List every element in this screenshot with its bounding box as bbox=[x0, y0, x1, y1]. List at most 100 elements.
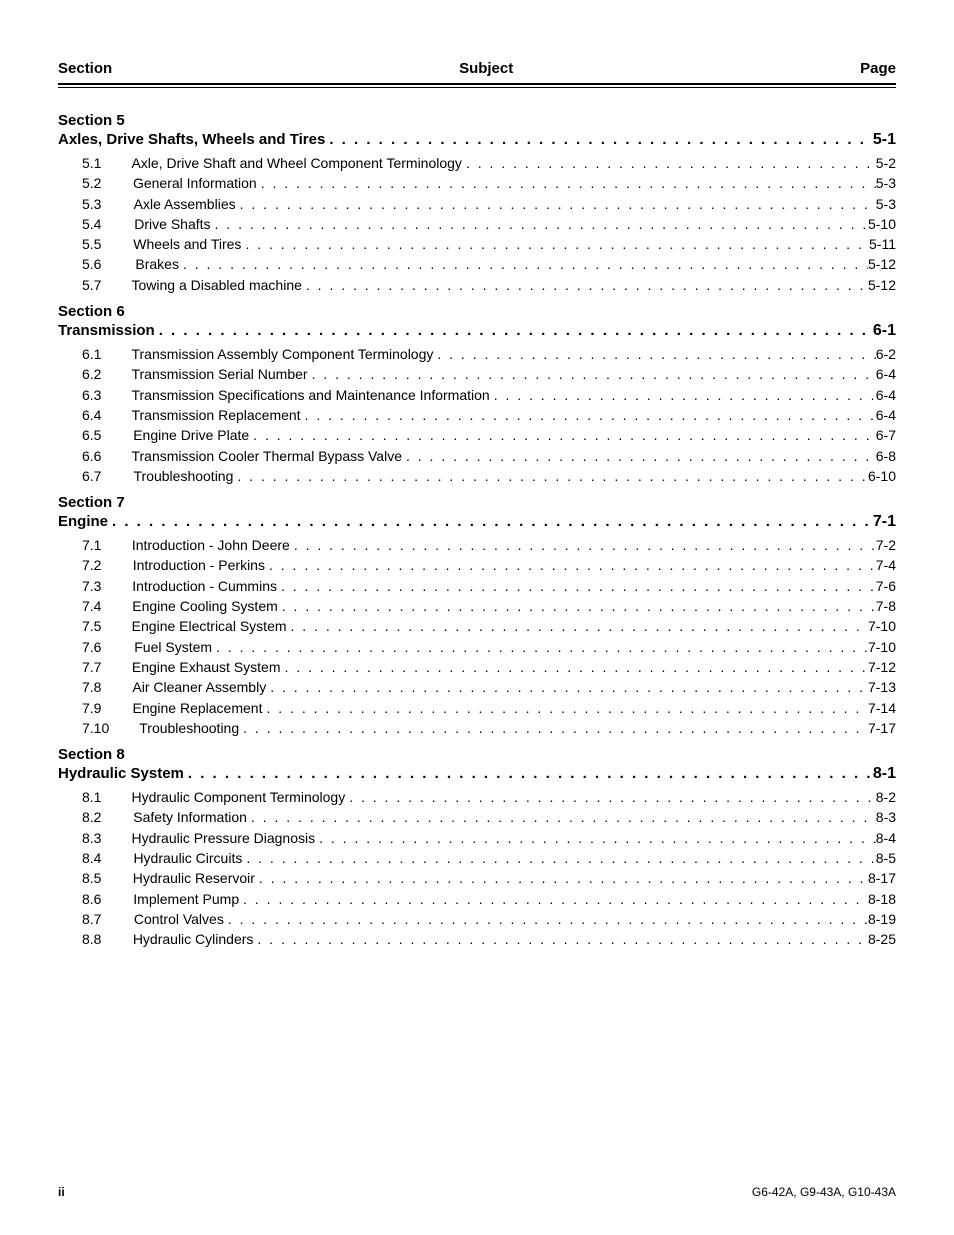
entry-number: 7.5 bbox=[58, 616, 102, 636]
leader-dots: . . . . . . . . . . . . . . . . . . . . … bbox=[287, 616, 868, 636]
entry-label: Engine Exhaust System bbox=[102, 657, 281, 677]
entry-number: 6.7 bbox=[58, 466, 104, 486]
entry-page: 7-14 bbox=[868, 698, 896, 718]
entry-label: Implement Pump bbox=[103, 889, 239, 909]
entry-page: 7-17 bbox=[868, 718, 896, 738]
entry-page: 6-8 bbox=[876, 446, 896, 466]
entry-number: 8.6 bbox=[58, 889, 103, 909]
entry-page: 8-3 bbox=[875, 807, 896, 827]
leader-dots: . . . . . . . . . . . . . . . . . . . . … bbox=[433, 344, 875, 364]
entry-number: 8.2 bbox=[58, 807, 103, 827]
entry-page: 8-25 bbox=[868, 929, 896, 949]
leader-dots: . . . . . . . . . . . . . . . . . . . . … bbox=[490, 385, 876, 405]
entry-label: Troubleshooting bbox=[109, 718, 239, 738]
toc-entry: 6.1Transmission Assembly Component Termi… bbox=[58, 344, 896, 364]
entry-page: 8-17 bbox=[868, 868, 896, 888]
toc-entry: 8.8Hydraulic Cylinders. . . . . . . . . … bbox=[58, 929, 896, 949]
toc-entry: 8.3Hydraulic Pressure Diagnosis. . . . .… bbox=[58, 828, 896, 848]
entry-number: 7.9 bbox=[58, 698, 103, 718]
toc-body: Section 5 Axles, Drive Shafts, Wheels and… bbox=[58, 112, 896, 950]
leader-dots: . . . . . . . . . . . . . . . . . . . . … bbox=[402, 446, 876, 466]
entry-page: 8-4 bbox=[876, 828, 896, 848]
leader-dots: . . . . . . . . . . . . . . . . . . . . … bbox=[345, 787, 876, 807]
leader-dots: . . . . . . . . . . . . . . . . . . . . … bbox=[308, 364, 876, 384]
leader-dots: . . . . . . . . . . . . . . . . . . . . … bbox=[236, 194, 875, 214]
entry-label: Hydraulic Component Terminology bbox=[101, 787, 345, 807]
leader-dots: . . . . . . . . . . . . . . . . . . . . … bbox=[325, 131, 873, 148]
toc-entry: 8.7Control Valves. . . . . . . . . . . .… bbox=[58, 909, 896, 929]
leader-dots: . . . . . . . . . . . . . . . . . . . . … bbox=[155, 322, 873, 339]
entry-label: Transmission Serial Number bbox=[101, 364, 307, 384]
leader-dots: . . . . . . . . . . . . . . . . . . . . … bbox=[224, 909, 868, 929]
toc-entry: 5.5Wheels and Tires. . . . . . . . . . .… bbox=[58, 234, 896, 254]
section-page: 8-1 bbox=[873, 765, 896, 783]
entry-page: 6-7 bbox=[876, 425, 896, 445]
entry-page: 7-6 bbox=[876, 576, 896, 596]
section-title: Axles, Drive Shafts, Wheels and Tires bbox=[58, 131, 325, 148]
entry-number: 8.3 bbox=[58, 828, 101, 848]
section-page: 7-1 bbox=[873, 513, 896, 531]
entry-number: 7.8 bbox=[58, 677, 102, 697]
entry-number: 5.4 bbox=[58, 214, 104, 234]
leader-dots: . . . . . . . . . . . . . . . . . . . . … bbox=[242, 848, 875, 868]
section-title-row: Engine. . . . . . . . . . . . . . . . . … bbox=[58, 513, 896, 531]
entry-label: Hydraulic Circuits bbox=[103, 848, 242, 868]
section-title: Hydraulic System bbox=[58, 765, 184, 782]
section-header: Section 5 bbox=[58, 112, 896, 129]
entry-label: Axle Assemblies bbox=[104, 194, 236, 214]
entry-page: 5-12 bbox=[868, 275, 896, 295]
leader-dots: . . . . . . . . . . . . . . . . . . . . … bbox=[277, 576, 876, 596]
entry-number: 5.2 bbox=[58, 173, 103, 193]
leader-dots: . . . . . . . . . . . . . . . . . . . . … bbox=[211, 214, 868, 234]
entry-number: 8.4 bbox=[58, 848, 103, 868]
toc-entry: 7.8Air Cleaner Assembly. . . . . . . . .… bbox=[58, 677, 896, 697]
toc-entry: 7.10Troubleshooting. . . . . . . . . . .… bbox=[58, 718, 896, 738]
section-title: Engine bbox=[58, 513, 108, 530]
toc-entry: 8.4Hydraulic Circuits. . . . . . . . . .… bbox=[58, 848, 896, 868]
toc-entry: 6.6Transmission Cooler Thermal Bypass Va… bbox=[58, 446, 896, 466]
leader-dots: . . . . . . . . . . . . . . . . . . . . … bbox=[249, 425, 875, 445]
entry-label: Safety Information bbox=[103, 807, 247, 827]
entry-page: 5-10 bbox=[868, 214, 896, 234]
leader-dots: . . . . . . . . . . . . . . . . . . . . … bbox=[257, 173, 876, 193]
entry-page: 8-5 bbox=[875, 848, 896, 868]
entry-number: 7.3 bbox=[58, 576, 102, 596]
header-rule-thin bbox=[58, 87, 896, 88]
entry-label: Hydraulic Reservoir bbox=[103, 868, 255, 888]
leader-dots: . . . . . . . . . . . . . . . . . . . . … bbox=[184, 765, 873, 782]
toc-entry: 7.6Fuel System. . . . . . . . . . . . . … bbox=[58, 637, 896, 657]
toc-entry: 5.6Brakes. . . . . . . . . . . . . . . .… bbox=[58, 254, 896, 274]
entry-number: 5.1 bbox=[58, 153, 101, 173]
entry-number: 8.1 bbox=[58, 787, 101, 807]
entry-page: 7-4 bbox=[876, 555, 896, 575]
entry-page: 7-10 bbox=[868, 637, 896, 657]
entry-label: Hydraulic Pressure Diagnosis bbox=[101, 828, 315, 848]
leader-dots: . . . . . . . . . . . . . . . . . . . . … bbox=[179, 254, 868, 274]
entry-number: 5.3 bbox=[58, 194, 104, 214]
entry-page: 8-2 bbox=[876, 787, 896, 807]
entry-number: 7.4 bbox=[58, 596, 102, 616]
entry-label: Drive Shafts bbox=[104, 214, 210, 234]
leader-dots: . . . . . . . . . . . . . . . . . . . . … bbox=[462, 153, 876, 173]
leader-dots: . . . . . . . . . . . . . . . . . . . . … bbox=[262, 698, 867, 718]
entry-label: Troubleshooting bbox=[104, 466, 234, 486]
toc-entry: 8.5Hydraulic Reservoir. . . . . . . . . … bbox=[58, 868, 896, 888]
entry-page: 6-10 bbox=[868, 466, 896, 486]
entry-label: Introduction - Perkins bbox=[103, 555, 265, 575]
entry-label: Transmission Replacement bbox=[101, 405, 300, 425]
toc-entry: 7.5Engine Electrical System. . . . . . .… bbox=[58, 616, 896, 636]
toc-entry: 8.6Implement Pump. . . . . . . . . . . .… bbox=[58, 889, 896, 909]
leader-dots: . . . . . . . . . . . . . . . . . . . . … bbox=[315, 828, 876, 848]
toc-entry: 7.3Introduction - Cummins. . . . . . . .… bbox=[58, 576, 896, 596]
section-header: Section 6 bbox=[58, 303, 896, 320]
leader-dots: . . . . . . . . . . . . . . . . . . . . … bbox=[266, 677, 868, 697]
entry-number: 5.6 bbox=[58, 254, 105, 274]
entry-number: 8.5 bbox=[58, 868, 103, 888]
entry-label: Brakes bbox=[105, 254, 179, 274]
entry-label: Engine Cooling System bbox=[102, 596, 278, 616]
leader-dots: . . . . . . . . . . . . . . . . . . . . … bbox=[265, 555, 876, 575]
entry-number: 6.2 bbox=[58, 364, 101, 384]
section-title: Transmission bbox=[58, 322, 155, 339]
header-rule-thick bbox=[58, 83, 896, 85]
entry-page: 6-4 bbox=[876, 405, 896, 425]
